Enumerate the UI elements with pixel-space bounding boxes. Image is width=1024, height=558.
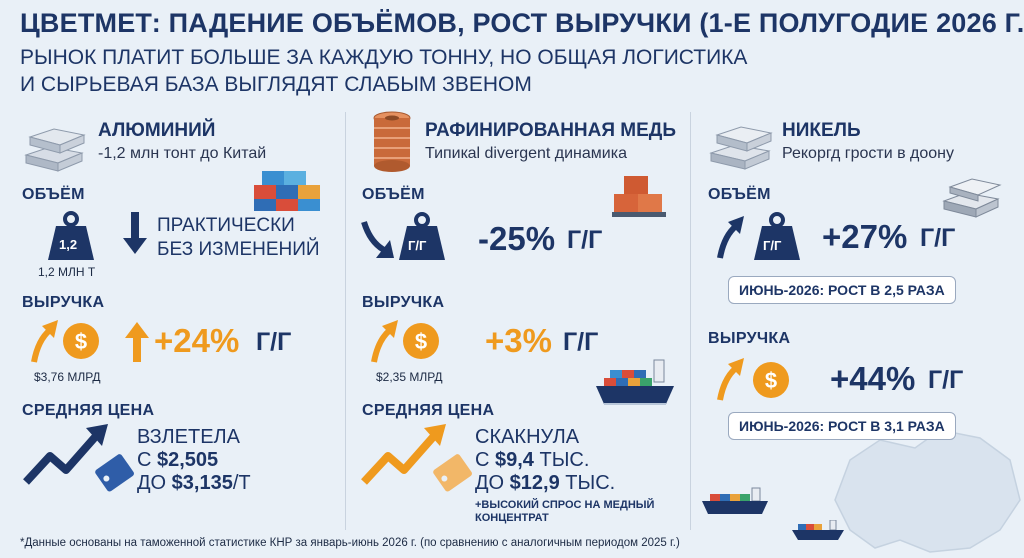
weight-icon: [44, 210, 98, 264]
copper-price-to-prefix: ДО: [475, 472, 510, 494]
aluminum-price-line-3: ДО $3,135/Т: [137, 472, 251, 495]
aluminum-price-from: $2,505: [157, 449, 219, 471]
copper-volume-change: -25%: [478, 220, 556, 257]
arrow-up-icon: [716, 356, 746, 402]
aluminum-title: АЛЮМИНИЙ: [98, 120, 216, 141]
nickel-volume-change: +27%: [822, 218, 908, 255]
nickel-ingot-icon: [705, 115, 777, 171]
aluminum-price-to-suffix: /Т: [232, 472, 251, 494]
copper-price-to: $12,9: [509, 472, 560, 494]
copper-price-line-3: ДО $12,9 ТЫС.: [475, 472, 615, 495]
copper-price-line-2: С $9,4 ТЫС.: [475, 449, 615, 472]
aluminum-revenue-change: +24%: [154, 322, 240, 359]
copper-revenue-label: ВЫРУЧКА: [362, 294, 445, 311]
aluminum-price-label: СРЕДНЯЯ ЦЕНА: [22, 402, 155, 419]
nickel-title: НИКЕЛЬ: [782, 120, 861, 141]
arrow-down-icon: [122, 210, 148, 256]
copper-revenue-caption: $2,35 МЛРД: [376, 370, 443, 384]
column-divider: [690, 112, 691, 530]
nickel-weight-label: Г/Г: [763, 238, 782, 253]
nickel-subtitle: Рекоргд грости в доону: [782, 145, 954, 162]
subtitle-line-1: РЫНОК ПЛАТИТ БОЛЬШЕ ЗА КАЖДУЮ ТОННУ, НО …: [20, 46, 748, 69]
aluminum-volume-label: ОБЪЁМ: [22, 186, 85, 203]
nickel-volume-pill: ИЮНЬ-2026: РОСТ В 2,5 РАЗА: [728, 276, 956, 304]
copper-subtitle: Типикal divergent динамика: [425, 145, 627, 162]
page-subtitle: РЫНОК ПЛАТИТ БОЛЬШЕ ЗА КАЖДУЮ ТОННУ, НО …: [20, 44, 1000, 98]
arrow-up-icon: [30, 318, 60, 364]
aluminum-price-line-1: ВЗЛЕТЕЛА: [137, 426, 241, 448]
aluminum-price-line-2: С $2,505: [137, 449, 251, 472]
trend-chart-icon: [22, 422, 134, 496]
aluminum-volume-text: ПРАКТИЧЕСКИ БЕЗ ИЗМЕНЕНИЙ: [157, 214, 320, 262]
copper-price-text: СКАКНУЛА С $9,4 ТЫС. ДО $12,9 ТЫС.: [475, 426, 615, 495]
copper-price-to-suffix: ТЫС.: [559, 472, 616, 494]
column-divider: [345, 112, 346, 530]
nickel-volume-unit: Г/Г: [920, 224, 956, 252]
copper-coil-icon: [370, 110, 414, 174]
aluminum-price-text: ВЗЛЕТЕЛА С $2,505 ДО $3,135/Т: [137, 426, 251, 495]
aluminum-weight-value: 1,2: [59, 237, 78, 252]
subtitle-line-2: И СЫРЬЕВАЯ БАЗА ВЫГЛЯДЯТ СЛАБЫМ ЗВЕНОМ: [20, 73, 532, 96]
footnote: *Данные основаны на таможенной статистик…: [20, 537, 680, 549]
nickel-revenue-pill: ИЮНЬ-2026: РОСТ В 3,1 РАЗА: [728, 412, 956, 440]
copper-revenue-change: +3%: [485, 322, 552, 359]
copper-revenue-unit: Г/Г: [563, 328, 599, 356]
svg-text:$: $: [765, 368, 777, 393]
dollar-coin-icon: $: [62, 322, 100, 360]
dollar-coin-icon: $: [402, 322, 440, 360]
nickel-ingot-icon: [940, 175, 1004, 219]
weight-icon: [395, 212, 449, 264]
copper-price-from-suffix: ТЫС.: [533, 449, 590, 471]
arrow-up-icon: [124, 320, 150, 364]
svg-text:$: $: [75, 329, 87, 354]
trend-chart-icon: [360, 422, 472, 496]
container-ship-icon: [700, 486, 770, 522]
aluminum-volume-line-2: БЕЗ ИЗМЕНЕНИЙ: [157, 239, 320, 260]
aluminum-price-to-prefix: ДО: [137, 472, 172, 494]
aluminum-weight-caption: 1,2 МЛН Т: [38, 265, 96, 279]
page-title: ЦВЕТМЕТ: ПАДЕНИЕ ОБЪЁМОВ, РОСТ ВЫРУЧКИ (…: [20, 8, 1024, 38]
copper-volume-unit: Г/Г: [567, 226, 603, 254]
arrow-down-icon: [360, 218, 396, 262]
aluminum-price-from-prefix: С: [137, 449, 157, 471]
copper-price-line-1: СКАКНУЛА: [475, 426, 580, 448]
arrow-up-icon: [370, 318, 400, 364]
copper-price-from: $9,4: [495, 449, 534, 471]
nickel-revenue-label: ВЫРУЧКА: [708, 330, 791, 347]
aluminum-revenue-label: ВЫРУЧКА: [22, 294, 105, 311]
container-ship-icon: [790, 520, 846, 544]
svg-text:$: $: [415, 329, 427, 354]
container-ship-icon: [594, 352, 678, 412]
copper-volume-label: ОБЪЁМ: [362, 186, 425, 203]
aluminum-price-to: $3,135: [171, 472, 233, 494]
aluminum-subtitle: -1,2 млн тонт до Китай: [98, 145, 267, 162]
copper-note-line-2: КОНЦЕНТРАТ: [475, 512, 549, 524]
nickel-revenue-unit: Г/Г: [928, 366, 964, 394]
copper-note-line-1: +ВЫСОКИЙ СПРОС НА МЕДНЫЙ: [475, 499, 655, 511]
aluminum-volume-line-1: ПРАКТИЧЕСКИ: [157, 215, 295, 236]
nickel-volume-label: ОБЪЁМ: [708, 186, 771, 203]
dollar-coin-icon: $: [752, 361, 790, 399]
china-map-icon: [820, 420, 1024, 558]
copper-price-from-prefix: С: [475, 449, 495, 471]
containers-icon: [252, 167, 324, 213]
copper-title: РАФИНИРОВАННАЯ МЕДЬ: [425, 120, 676, 141]
copper-price-label: СРЕДНЯЯ ЦЕНА: [362, 402, 495, 419]
aluminum-revenue-unit: Г/Г: [256, 328, 292, 356]
copper-note: +ВЫСОКИЙ СПРОС НА МЕДНЫЙ КОНЦЕНТРАТ: [475, 499, 654, 525]
arrow-up-icon: [716, 214, 746, 260]
copper-weight-label: Г/Г: [408, 238, 427, 253]
nickel-revenue-change: +44%: [830, 360, 916, 397]
weight-icon: [750, 212, 804, 264]
containers-icon: [612, 172, 668, 218]
aluminum-revenue-caption: $3,76 МЛРД: [34, 370, 101, 384]
ingot-stack-icon: [20, 115, 90, 173]
